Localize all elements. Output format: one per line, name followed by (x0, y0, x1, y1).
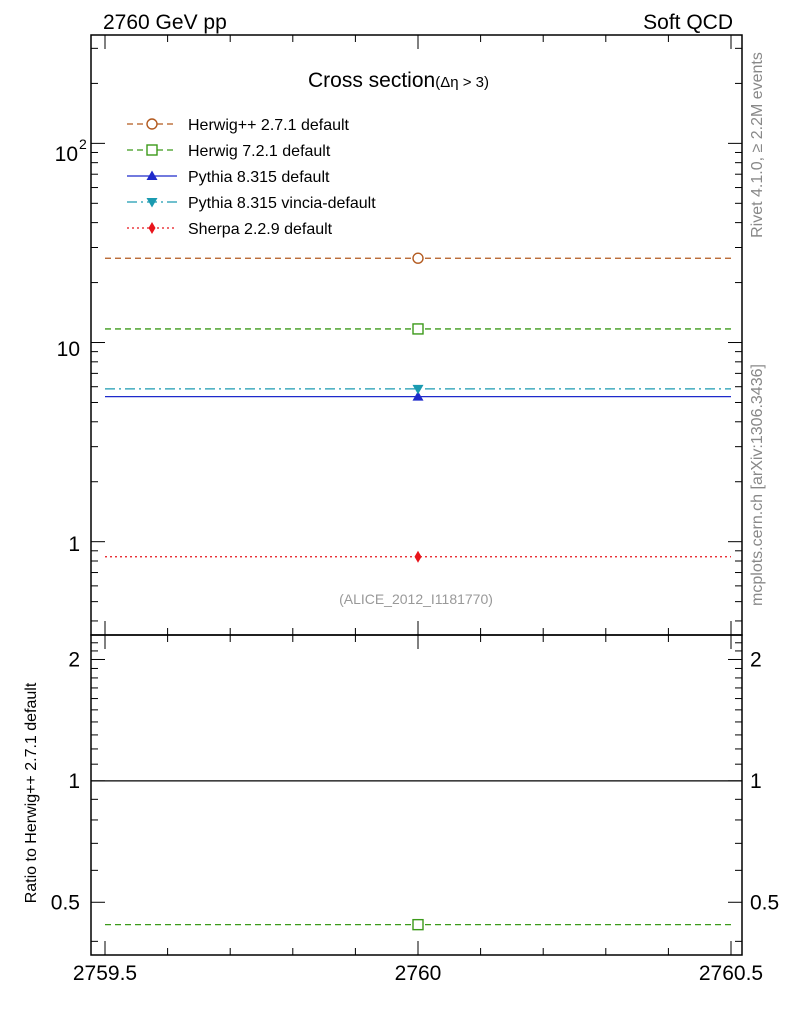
legend-marker-herwig7 (146, 144, 158, 156)
legend-entry-herwigpp: Herwig++ 2.7.1 default (127, 117, 350, 134)
mcplots-label: mcplots.cern.ch [arXiv:1306.3436] (749, 364, 766, 606)
main-panel: 1 10 10 2 Cross section(Δη > 3) Herwig++… (55, 34, 743, 955)
ratio-y-axis-label: Ratio to Herwig++ 2.7.1 default (23, 682, 40, 903)
ratio-series (105, 918, 731, 931)
legend-entry-herwig7: Herwig 7.2.1 default (127, 143, 331, 160)
rivet-label: Rivet 4.1.0, ≥ 2.2M events (749, 52, 766, 238)
chart-title: Cross section(Δη > 3) (308, 69, 489, 92)
chart-title-main: Cross section (308, 69, 435, 92)
legend-label-sherpa: Sherpa 2.2.9 default (188, 221, 333, 238)
legend-label-vincia: Pythia 8.315 vincia-default (188, 195, 376, 212)
y-tick-label-100-exponent: 2 (79, 136, 87, 152)
x-tick-labels: 2759.5 2760 2760.5 (73, 962, 763, 985)
ratio-y-label-right-2: 2 (750, 648, 762, 671)
header-right: Soft QCD (643, 11, 733, 34)
main-ticks (91, 35, 742, 955)
ratio-tick-labels: 0.5 0.5 1 1 2 2 (51, 648, 779, 914)
legend: Herwig++ 2.7.1 default Herwig 7.2.1 defa… (127, 117, 376, 238)
series-point-3 (412, 384, 424, 395)
ratio-panel: 0.5 0.5 1 1 2 2 Ratio to Herwig++ 2.7.1 defau… (23, 634, 779, 956)
legend-marker-pythia (146, 170, 158, 180)
x-tick-label-1: 2760 (395, 962, 442, 985)
legend-entry-pythia: Pythia 8.315 default (127, 169, 330, 186)
legend-label-herwig7: Herwig 7.2.1 default (188, 143, 331, 160)
ratio-ticks (91, 642, 742, 942)
ratio-y-label-right-1: 1 (750, 770, 762, 793)
analysis-watermark: (ALICE_2012_I1181770) (339, 591, 493, 607)
header-left: 2760 GeV pp (103, 11, 227, 34)
series-point-4 (414, 550, 422, 563)
main-series (105, 252, 731, 563)
y-tick-label-10: 10 (57, 338, 80, 361)
main-tick-labels: 1 10 10 2 (55, 136, 87, 556)
legend-entry-vincia: Pythia 8.315 vincia-default (127, 195, 376, 212)
legend-entry-sherpa: Sherpa 2.2.9 default (127, 221, 333, 238)
series-point-0 (412, 252, 424, 264)
x-tick-label-0: 2759.5 (73, 962, 137, 985)
ratio-y-label-right-0: 0.5 (750, 891, 779, 914)
legend-label-herwigpp: Herwig++ 2.7.1 default (188, 117, 350, 134)
series-point-2 (412, 391, 424, 401)
ratio-series-point-0 (412, 918, 424, 931)
legend-marker-sherpa (148, 222, 156, 234)
x-tick-label-2: 2760.5 (699, 962, 763, 985)
y-tick-label-100-base: 10 (55, 143, 78, 166)
ratio-frame (90, 634, 743, 956)
legend-marker-herwigpp (146, 118, 158, 130)
legend-label-pythia: Pythia 8.315 default (188, 169, 330, 186)
ratio-y-label-left-1: 1 (68, 770, 80, 793)
legend-marker-vincia (146, 198, 158, 208)
y-tick-label-1: 1 (68, 533, 80, 556)
chart-title-suffix: (Δη > 3) (435, 74, 489, 91)
series-point-1 (412, 323, 424, 335)
ratio-y-label-left-0: 0.5 (51, 891, 80, 914)
ratio-y-label-left-2: 2 (68, 648, 80, 671)
